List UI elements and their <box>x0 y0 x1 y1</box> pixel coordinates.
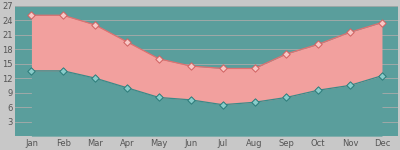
Point <box>188 65 194 67</box>
Point <box>188 99 194 101</box>
Point <box>156 58 162 60</box>
Point <box>28 70 35 72</box>
Point <box>28 14 35 16</box>
Point <box>347 84 353 87</box>
Point <box>315 43 322 45</box>
Point <box>156 96 162 99</box>
Point <box>220 103 226 106</box>
Point <box>315 89 322 91</box>
Point <box>283 53 290 55</box>
Point <box>251 101 258 104</box>
Point <box>92 77 98 79</box>
Point <box>347 31 353 33</box>
Point <box>220 67 226 70</box>
Point <box>283 96 290 99</box>
Point <box>124 41 130 43</box>
Point <box>124 87 130 89</box>
Point <box>60 14 66 16</box>
Point <box>379 75 385 77</box>
Point <box>92 24 98 26</box>
Point <box>60 70 66 72</box>
Point <box>251 67 258 70</box>
Point <box>379 21 385 24</box>
